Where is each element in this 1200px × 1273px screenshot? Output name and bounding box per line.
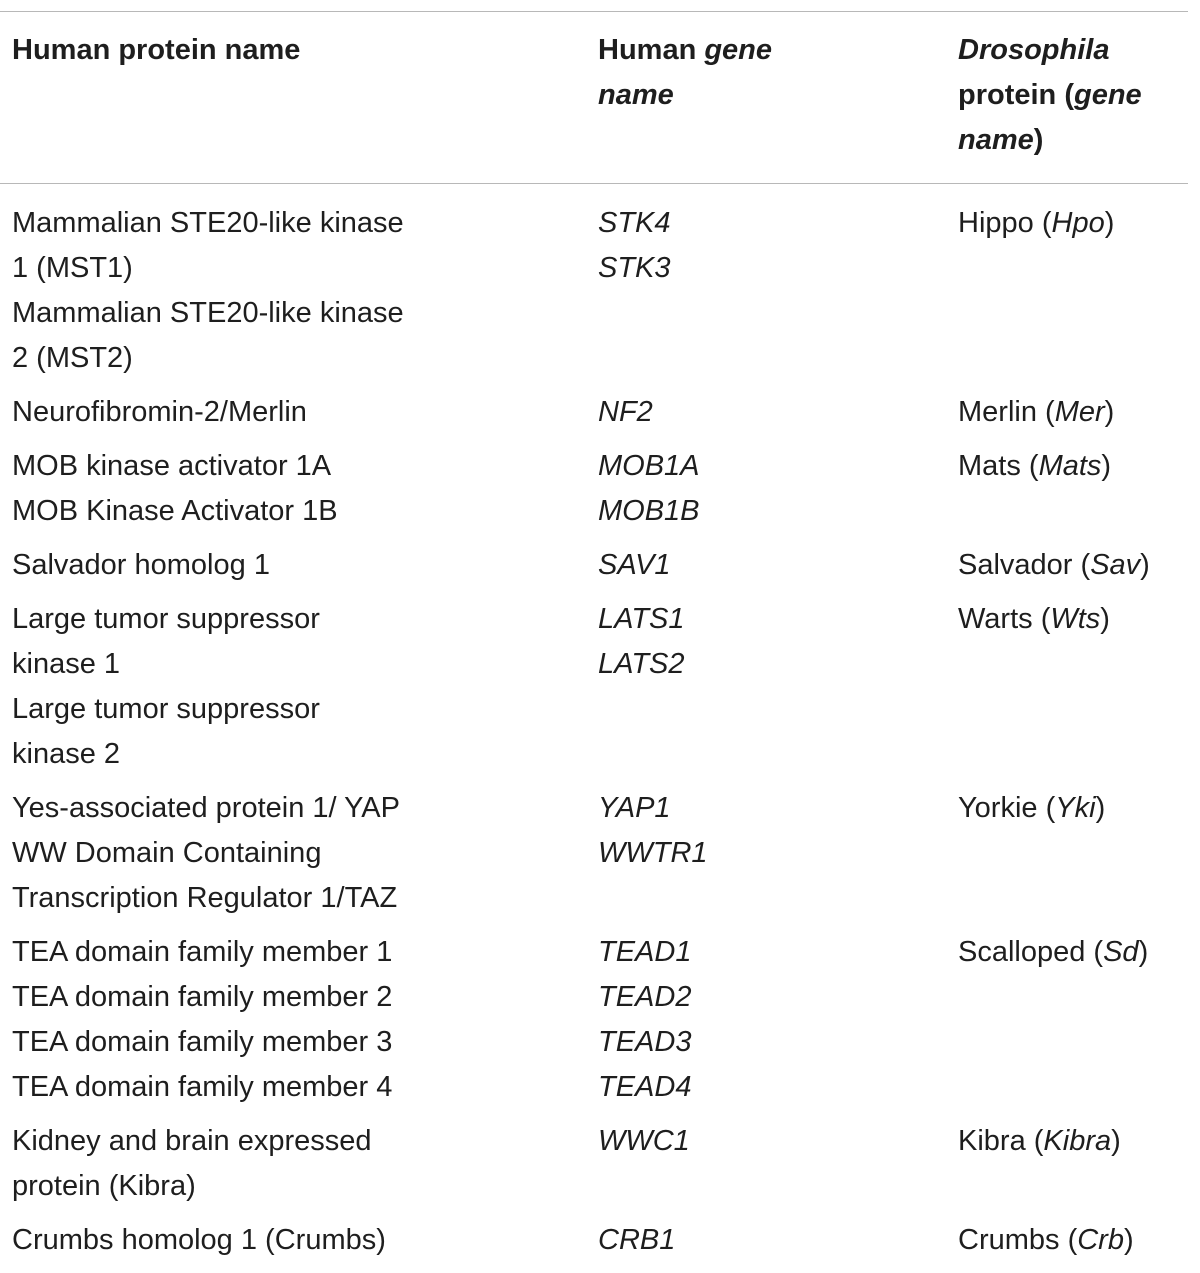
protein-name-line: Neurofibromin-2/Merlin	[12, 396, 307, 428]
drosophila-protein-name: Yorkie	[958, 792, 1038, 824]
cell-gene-name: YAP1 WWTR1	[598, 786, 928, 876]
drosophila-protein-name: Warts	[958, 603, 1033, 635]
gene-name-line: TEAD3	[598, 1026, 692, 1058]
cell-protein-name: Large tumor suppressor kinase 1 Large tumo…	[12, 597, 572, 777]
table-row: Kidney and brain expressed protein (Kibra…	[0, 1119, 1188, 1209]
gene-name-line: LATS1	[598, 603, 685, 635]
table-top-rule	[0, 11, 1188, 12]
drosophila-gene-name: Mer	[1054, 396, 1105, 428]
gene-name-line: YAP1	[598, 792, 671, 824]
gene-name-line: TEAD4	[598, 1071, 692, 1103]
gene-name-line: LATS2	[598, 648, 685, 680]
table-row: Salvador homolog 1 SAV1 Salvador (Sav)	[0, 543, 1188, 588]
cell-gene-name: TEAD1 TEAD2 TEAD3 TEAD4	[598, 930, 928, 1110]
table-row: Neurofibromin-2/Merlin NF2 Merlin (Mer)	[0, 390, 1188, 435]
gene-name-line: NF2	[598, 396, 653, 428]
protein-name-line: 1 (MST1)	[12, 252, 133, 284]
protein-name-line: WW Domain Containing	[12, 837, 322, 869]
drosophila-gene-name: Sd	[1103, 936, 1139, 968]
protein-name-line: 2 (MST2)	[12, 342, 133, 374]
protein-name-line: Large tumor suppressor	[12, 603, 320, 635]
header-bottom-rule	[0, 183, 1188, 184]
protein-name-line: Mammalian STE20-like kinase	[12, 207, 404, 239]
protein-name-line: TEA domain family member 3	[12, 1026, 393, 1058]
drosophila-protein-name: Mats	[958, 450, 1021, 482]
protein-name-line: Large tumor suppressor	[12, 693, 320, 725]
cell-protein-name: Crumbs homolog 1 (Crumbs)	[12, 1218, 572, 1263]
drosophila-gene-name: Yki	[1055, 792, 1096, 824]
table-row: MOB kinase activator 1A MOB Kinase Activa…	[0, 444, 1188, 534]
protein-name-line: TEA domain family member 1	[12, 936, 393, 968]
protein-name-line: MOB kinase activator 1A	[12, 450, 332, 482]
drosophila-gene-name: Crb	[1077, 1224, 1124, 1256]
protein-name-line: MOB Kinase Activator 1B	[12, 495, 338, 527]
gene-name-line: WWTR1	[598, 837, 708, 869]
table-row: Large tumor suppressor kinase 1 Large tumo…	[0, 597, 1188, 777]
drosophila-gene-name: Sav	[1090, 549, 1141, 581]
table-row: Mammalian STE20-like kinase 1 (MST1) Mamma…	[0, 201, 1188, 381]
protein-name-line: protein (Kibra)	[12, 1170, 196, 1202]
gene-name-line: MOB1A	[598, 450, 700, 482]
protein-name-line: kinase 1	[12, 648, 121, 680]
table-row: Yes-associated protein 1/ YAP WW Domain C…	[0, 786, 1188, 921]
gene-name-line: MOB1B	[598, 495, 700, 527]
cell-gene-name: CRB1	[598, 1218, 928, 1263]
table-row: Crumbs homolog 1 (Crumbs) CRB1 Crumbs (Crb…	[0, 1218, 1188, 1263]
protein-name-line: TEA domain family member 4	[12, 1071, 393, 1103]
cell-gene-name: MOB1A MOB1B	[598, 444, 928, 534]
table-body: Mammalian STE20-like kinase 1 (MST1) Mamma…	[0, 201, 1188, 1272]
cell-protein-name: Kidney and brain expressed protein (Kibra…	[12, 1119, 572, 1209]
gene-name-line: TEAD1	[598, 936, 692, 968]
drosophila-protein-name: Scalloped	[958, 936, 1086, 968]
cell-drosophila-protein: Crumbs (Crb)	[958, 1224, 1134, 1256]
drosophila-gene-name: Mats	[1038, 450, 1102, 482]
cell-protein-name: Neurofibromin-2/Merlin	[12, 390, 572, 435]
protein-name-line: kinase 2	[12, 738, 121, 770]
drosophila-gene-name: Hpo	[1051, 207, 1105, 239]
protein-name-line: Salvador homolog 1	[12, 549, 270, 581]
drosophila-gene-name: Wts	[1050, 603, 1101, 635]
protein-name-line: Kidney and brain expressed	[12, 1125, 372, 1157]
cell-protein-name: Yes-associated protein 1/ YAP WW Domain C…	[12, 786, 572, 921]
cell-gene-name: LATS1 LATS2	[598, 597, 928, 687]
header-human-protein-name: Human protein name	[12, 34, 301, 66]
cell-protein-name: MOB kinase activator 1A MOB Kinase Activa…	[12, 444, 572, 534]
cell-drosophila-protein: Scalloped (Sd)	[958, 936, 1149, 968]
protein-name-line: Crumbs homolog 1 (Crumbs)	[12, 1224, 386, 1256]
cell-protein-name: Mammalian STE20-like kinase 1 (MST1) Mamma…	[12, 201, 572, 381]
gene-name-line: TEAD2	[598, 981, 692, 1013]
protein-name-line: Yes-associated protein 1/ YAP	[12, 792, 400, 824]
cell-gene-name: STK4 STK3	[598, 201, 928, 291]
gene-name-line: WWC1	[598, 1125, 690, 1157]
cell-gene-name: SAV1	[598, 543, 928, 588]
cell-drosophila-protein: Warts (Wts)	[958, 603, 1110, 635]
drosophila-gene-name: Kibra	[1043, 1125, 1112, 1157]
cell-drosophila-protein: Salvador (Sav)	[958, 549, 1150, 581]
cell-protein-name: TEA domain family member 1 TEA domain fam…	[12, 930, 572, 1110]
gene-name-line: SAV1	[598, 549, 671, 581]
gene-name-line: CRB1	[598, 1224, 676, 1256]
drosophila-protein-name: Hippo	[958, 207, 1034, 239]
cell-gene-name: WWC1	[598, 1119, 928, 1164]
drosophila-protein-name: Crumbs	[958, 1224, 1060, 1256]
cell-drosophila-protein: Yorkie (Yki)	[958, 792, 1106, 824]
cell-drosophila-protein: Kibra (Kibra)	[958, 1125, 1121, 1157]
protein-name-line: Mammalian STE20-like kinase	[12, 297, 404, 329]
cell-drosophila-protein: Hippo (Hpo)	[958, 207, 1115, 239]
gene-name-line: STK4	[598, 207, 671, 239]
drosophila-protein-name: Merlin	[958, 396, 1037, 428]
protein-name-line: Transcription Regulator 1/TAZ	[12, 882, 398, 914]
table-row: TEA domain family member 1 TEA domain fam…	[0, 930, 1188, 1110]
cell-drosophila-protein: Merlin (Mer)	[958, 396, 1115, 428]
cell-protein-name: Salvador homolog 1	[12, 543, 572, 588]
drosophila-protein-name: Kibra	[958, 1125, 1026, 1157]
drosophila-protein-name: Salvador	[958, 549, 1073, 581]
protein-name-line: TEA domain family member 2	[12, 981, 393, 1013]
header-human-gene-name: Human gene name	[598, 34, 773, 111]
header-drosophila-protein: Drosophila protein (gene name)	[958, 34, 1142, 156]
cell-drosophila-protein: Mats (Mats)	[958, 450, 1112, 482]
cell-gene-name: NF2	[598, 390, 928, 435]
gene-name-line: STK3	[598, 252, 671, 284]
